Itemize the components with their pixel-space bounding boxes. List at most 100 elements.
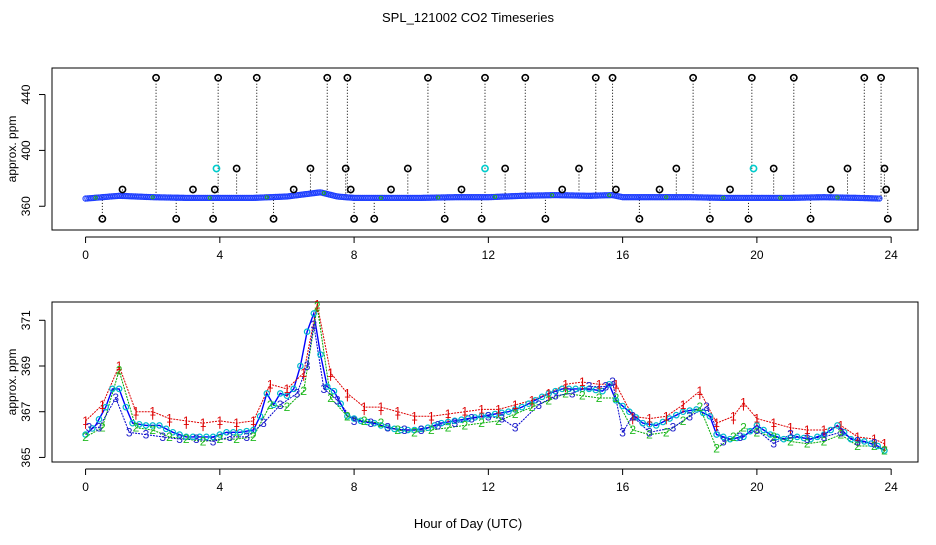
- series-3-marker: 3: [646, 425, 653, 439]
- x-tick-label-2-0: 0: [82, 480, 89, 494]
- spike-point: [747, 73, 756, 82]
- mean-point: [384, 424, 391, 432]
- series-line-1: [85, 304, 885, 445]
- mean-point: [129, 419, 136, 427]
- series-1-marker: 1: [361, 400, 368, 414]
- spike-point: [289, 185, 298, 194]
- series-3-marker: 3: [586, 380, 593, 394]
- series-2-marker: 2: [562, 386, 569, 400]
- mean-point: [344, 412, 351, 420]
- mean-point: [720, 433, 727, 441]
- series-3-marker: 3: [737, 430, 744, 444]
- mean-point: [189, 433, 197, 441]
- spike-point: [424, 73, 432, 82]
- series-1-marker: 1: [200, 416, 207, 430]
- spike-point: [608, 73, 617, 82]
- outlier-point: [212, 164, 221, 173]
- mean-point: [827, 426, 835, 434]
- series-2-marker: 2: [478, 416, 485, 430]
- spike-point: [343, 73, 352, 82]
- series-2-marker: 2: [529, 400, 536, 414]
- series-2-marker: 2: [512, 407, 519, 421]
- mean-point: [753, 422, 761, 429]
- series-3-marker: 3: [277, 398, 284, 412]
- series-1-marker: 1: [713, 416, 720, 430]
- x-axis-label: Hour of Day (UTC): [414, 516, 522, 531]
- series-2-marker: 2: [495, 414, 502, 428]
- series-1-marker: 1: [250, 414, 257, 428]
- mean-point: [431, 422, 438, 429]
- mean-point: [746, 427, 754, 435]
- mean-point: [525, 400, 532, 408]
- mean-point: [834, 422, 841, 429]
- mean-point: [391, 425, 398, 433]
- series-3-marker: 3: [569, 386, 576, 400]
- plot-frame-2: [51, 301, 919, 463]
- series-3-marker: 3: [770, 437, 777, 451]
- series-1-marker: 1: [378, 400, 385, 414]
- mean-point: [88, 425, 96, 432]
- series-1-marker: 1: [478, 402, 485, 416]
- spike-point: [726, 185, 734, 194]
- series-3-marker: 3: [512, 421, 519, 435]
- series-3-marker: 3: [485, 409, 492, 423]
- co2-accent-point: [607, 193, 612, 198]
- series-3-marker: 3: [243, 430, 250, 444]
- mean-point: [491, 410, 499, 418]
- mean-point: [270, 401, 277, 409]
- series-3-marker: 3: [686, 409, 693, 423]
- mean-point: [840, 428, 848, 436]
- series-3-marker: 3: [143, 428, 150, 442]
- spike-point: [189, 185, 197, 194]
- spike-point: [501, 164, 510, 173]
- series-1-marker: 1: [837, 418, 844, 432]
- spike-point: [210, 185, 219, 194]
- spike-point: [541, 214, 550, 223]
- spike-point: [882, 185, 891, 194]
- spike-point: [860, 73, 869, 82]
- co2-accent-point: [664, 195, 669, 200]
- mean-point: [854, 436, 861, 444]
- mean-point: [713, 431, 720, 438]
- mean-point: [250, 426, 257, 434]
- series-3-marker: 3: [351, 414, 358, 428]
- series-1-marker: 1: [787, 421, 794, 435]
- y-axis-label-1: approx. ppm: [5, 116, 19, 183]
- spike-point: [769, 164, 778, 173]
- series-3-marker: 3: [210, 434, 217, 448]
- mean-point: [370, 419, 378, 427]
- series-2-marker: 2: [854, 439, 861, 453]
- series-1-marker: 1: [821, 423, 828, 437]
- series-3-marker: 3: [86, 421, 93, 435]
- series-3-marker: 3: [451, 416, 458, 430]
- x-tick-label-2-6: 24: [884, 480, 898, 494]
- co2-accent-point: [321, 191, 326, 196]
- co2-accent-point: [435, 195, 441, 200]
- spike-point: [98, 214, 107, 223]
- mean-point: [793, 433, 801, 441]
- series-2-marker: 2: [770, 430, 777, 444]
- mean-point: [787, 434, 794, 442]
- series-2-marker: 2: [149, 423, 156, 437]
- series-2-marker: 2: [804, 437, 811, 451]
- series-2-marker: 2: [663, 425, 670, 439]
- series-1-marker: 1: [314, 297, 321, 311]
- spike-point: [214, 73, 223, 82]
- mean-point: [263, 390, 271, 397]
- spike-point: [350, 214, 358, 223]
- co2-point: [876, 195, 883, 202]
- outlier-point: [481, 164, 489, 173]
- x-tick-label-1-3: 12: [482, 248, 496, 262]
- x-tick-label-1-2: 8: [351, 248, 358, 262]
- spike-point: [341, 164, 350, 173]
- series-1-marker: 1: [512, 398, 519, 412]
- y-tick-label-1-0: 360: [19, 196, 33, 216]
- mean-point: [881, 447, 888, 454]
- mean-point: [169, 428, 177, 436]
- mean-point: [243, 427, 250, 435]
- mean-point: [196, 433, 203, 441]
- series-1-marker: 1: [82, 414, 89, 428]
- series-1-marker: 1: [133, 405, 140, 419]
